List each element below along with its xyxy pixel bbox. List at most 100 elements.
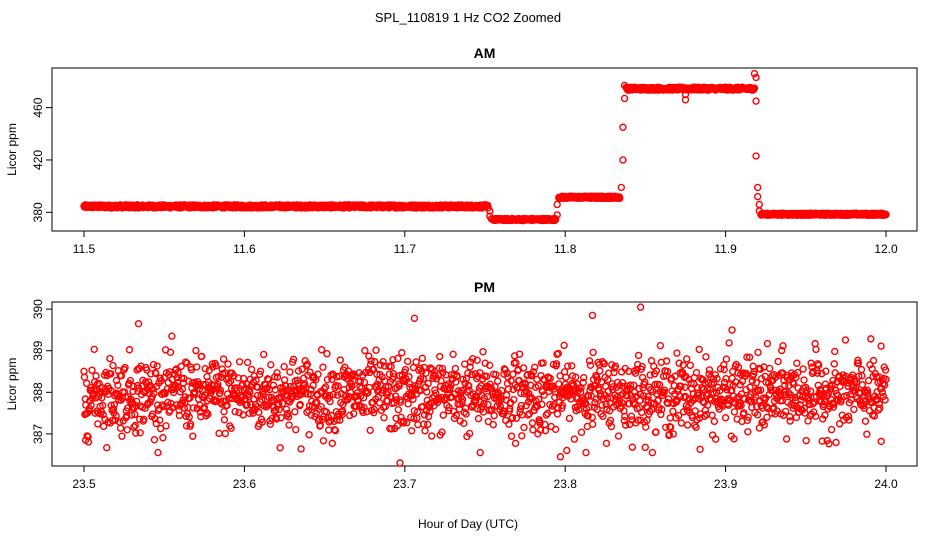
data-point bbox=[515, 350, 524, 358]
data-point bbox=[111, 416, 119, 424]
data-point bbox=[201, 391, 209, 399]
data-point bbox=[696, 445, 704, 453]
x-tick-label: 12.0 bbox=[874, 242, 898, 256]
data-point bbox=[112, 376, 121, 385]
data-point bbox=[216, 389, 224, 397]
data-point bbox=[757, 386, 765, 394]
data-point bbox=[416, 375, 425, 383]
data-point bbox=[189, 404, 197, 412]
data-point bbox=[212, 362, 220, 370]
data-point bbox=[621, 421, 630, 429]
data-point bbox=[404, 400, 412, 408]
data-point bbox=[638, 362, 646, 371]
data-point bbox=[654, 396, 662, 404]
x-tick-label: 23.9 bbox=[714, 477, 738, 491]
data-point bbox=[835, 420, 844, 428]
data-point bbox=[121, 363, 129, 372]
data-point bbox=[655, 381, 664, 389]
data-point bbox=[185, 394, 194, 402]
data-point bbox=[737, 401, 745, 410]
data-point bbox=[762, 403, 771, 411]
data-point bbox=[507, 376, 515, 385]
data-point bbox=[395, 382, 403, 390]
data-point bbox=[159, 434, 167, 442]
data-point bbox=[800, 404, 809, 412]
data-point bbox=[767, 386, 775, 394]
data-point bbox=[565, 414, 574, 423]
data-point bbox=[194, 380, 202, 388]
data-point bbox=[551, 215, 560, 224]
data-point bbox=[466, 363, 474, 371]
data-point bbox=[487, 215, 496, 223]
data-point bbox=[752, 393, 760, 401]
data-point bbox=[675, 411, 683, 420]
data-point bbox=[620, 416, 629, 425]
data-point bbox=[560, 341, 568, 350]
data-point bbox=[387, 362, 395, 371]
data-point bbox=[713, 374, 721, 383]
data-point bbox=[452, 411, 460, 419]
data-point bbox=[219, 355, 228, 363]
y-tick-label: 380 bbox=[31, 202, 45, 222]
data-point bbox=[384, 382, 393, 390]
data-point bbox=[444, 406, 453, 415]
data-point bbox=[542, 411, 550, 419]
data-point bbox=[423, 388, 431, 396]
data-point bbox=[272, 415, 281, 423]
data-point bbox=[692, 423, 700, 431]
data-point bbox=[752, 97, 760, 105]
data-point bbox=[779, 342, 787, 350]
data-point bbox=[587, 383, 595, 391]
panel-title: PM bbox=[474, 279, 495, 295]
data-point bbox=[707, 396, 715, 404]
data-point bbox=[317, 346, 326, 354]
data-point bbox=[504, 385, 513, 393]
data-point bbox=[825, 440, 833, 448]
data-point bbox=[216, 386, 225, 395]
data-point bbox=[269, 381, 278, 390]
data-point bbox=[408, 391, 416, 400]
data-point bbox=[394, 405, 402, 414]
data-point bbox=[596, 367, 604, 375]
data-point bbox=[140, 415, 148, 424]
data-point bbox=[451, 364, 460, 373]
data-point bbox=[708, 431, 717, 439]
data-point bbox=[760, 421, 768, 429]
data-point bbox=[821, 411, 829, 419]
data-point bbox=[832, 438, 840, 447]
data-point bbox=[83, 409, 92, 417]
data-point bbox=[553, 200, 561, 209]
data-point bbox=[485, 361, 494, 370]
data-point bbox=[524, 411, 532, 419]
data-point bbox=[676, 392, 685, 401]
data-point bbox=[691, 407, 699, 415]
data-point bbox=[562, 373, 570, 381]
data-point bbox=[621, 412, 629, 421]
data-point bbox=[109, 361, 117, 370]
data-point bbox=[781, 381, 789, 390]
data-point bbox=[453, 372, 461, 380]
data-point bbox=[137, 362, 145, 370]
data-point bbox=[806, 387, 815, 395]
data-point bbox=[424, 379, 432, 388]
data-point bbox=[541, 426, 550, 435]
data-point bbox=[419, 375, 427, 383]
data-point bbox=[87, 401, 95, 409]
data-point bbox=[728, 326, 736, 334]
data-point bbox=[511, 439, 520, 448]
data-point bbox=[305, 431, 313, 439]
data-point bbox=[723, 386, 731, 394]
data-point bbox=[329, 390, 337, 399]
data-point bbox=[221, 429, 230, 438]
data-point bbox=[398, 349, 406, 357]
data-point bbox=[612, 383, 620, 392]
data-point bbox=[348, 382, 356, 390]
data-point bbox=[469, 354, 477, 363]
data-point bbox=[242, 401, 250, 410]
data-point bbox=[107, 370, 115, 378]
data-point bbox=[664, 395, 673, 403]
data-point bbox=[631, 369, 640, 377]
data-point bbox=[284, 413, 293, 421]
data-point bbox=[294, 367, 303, 375]
data-point bbox=[869, 356, 878, 365]
